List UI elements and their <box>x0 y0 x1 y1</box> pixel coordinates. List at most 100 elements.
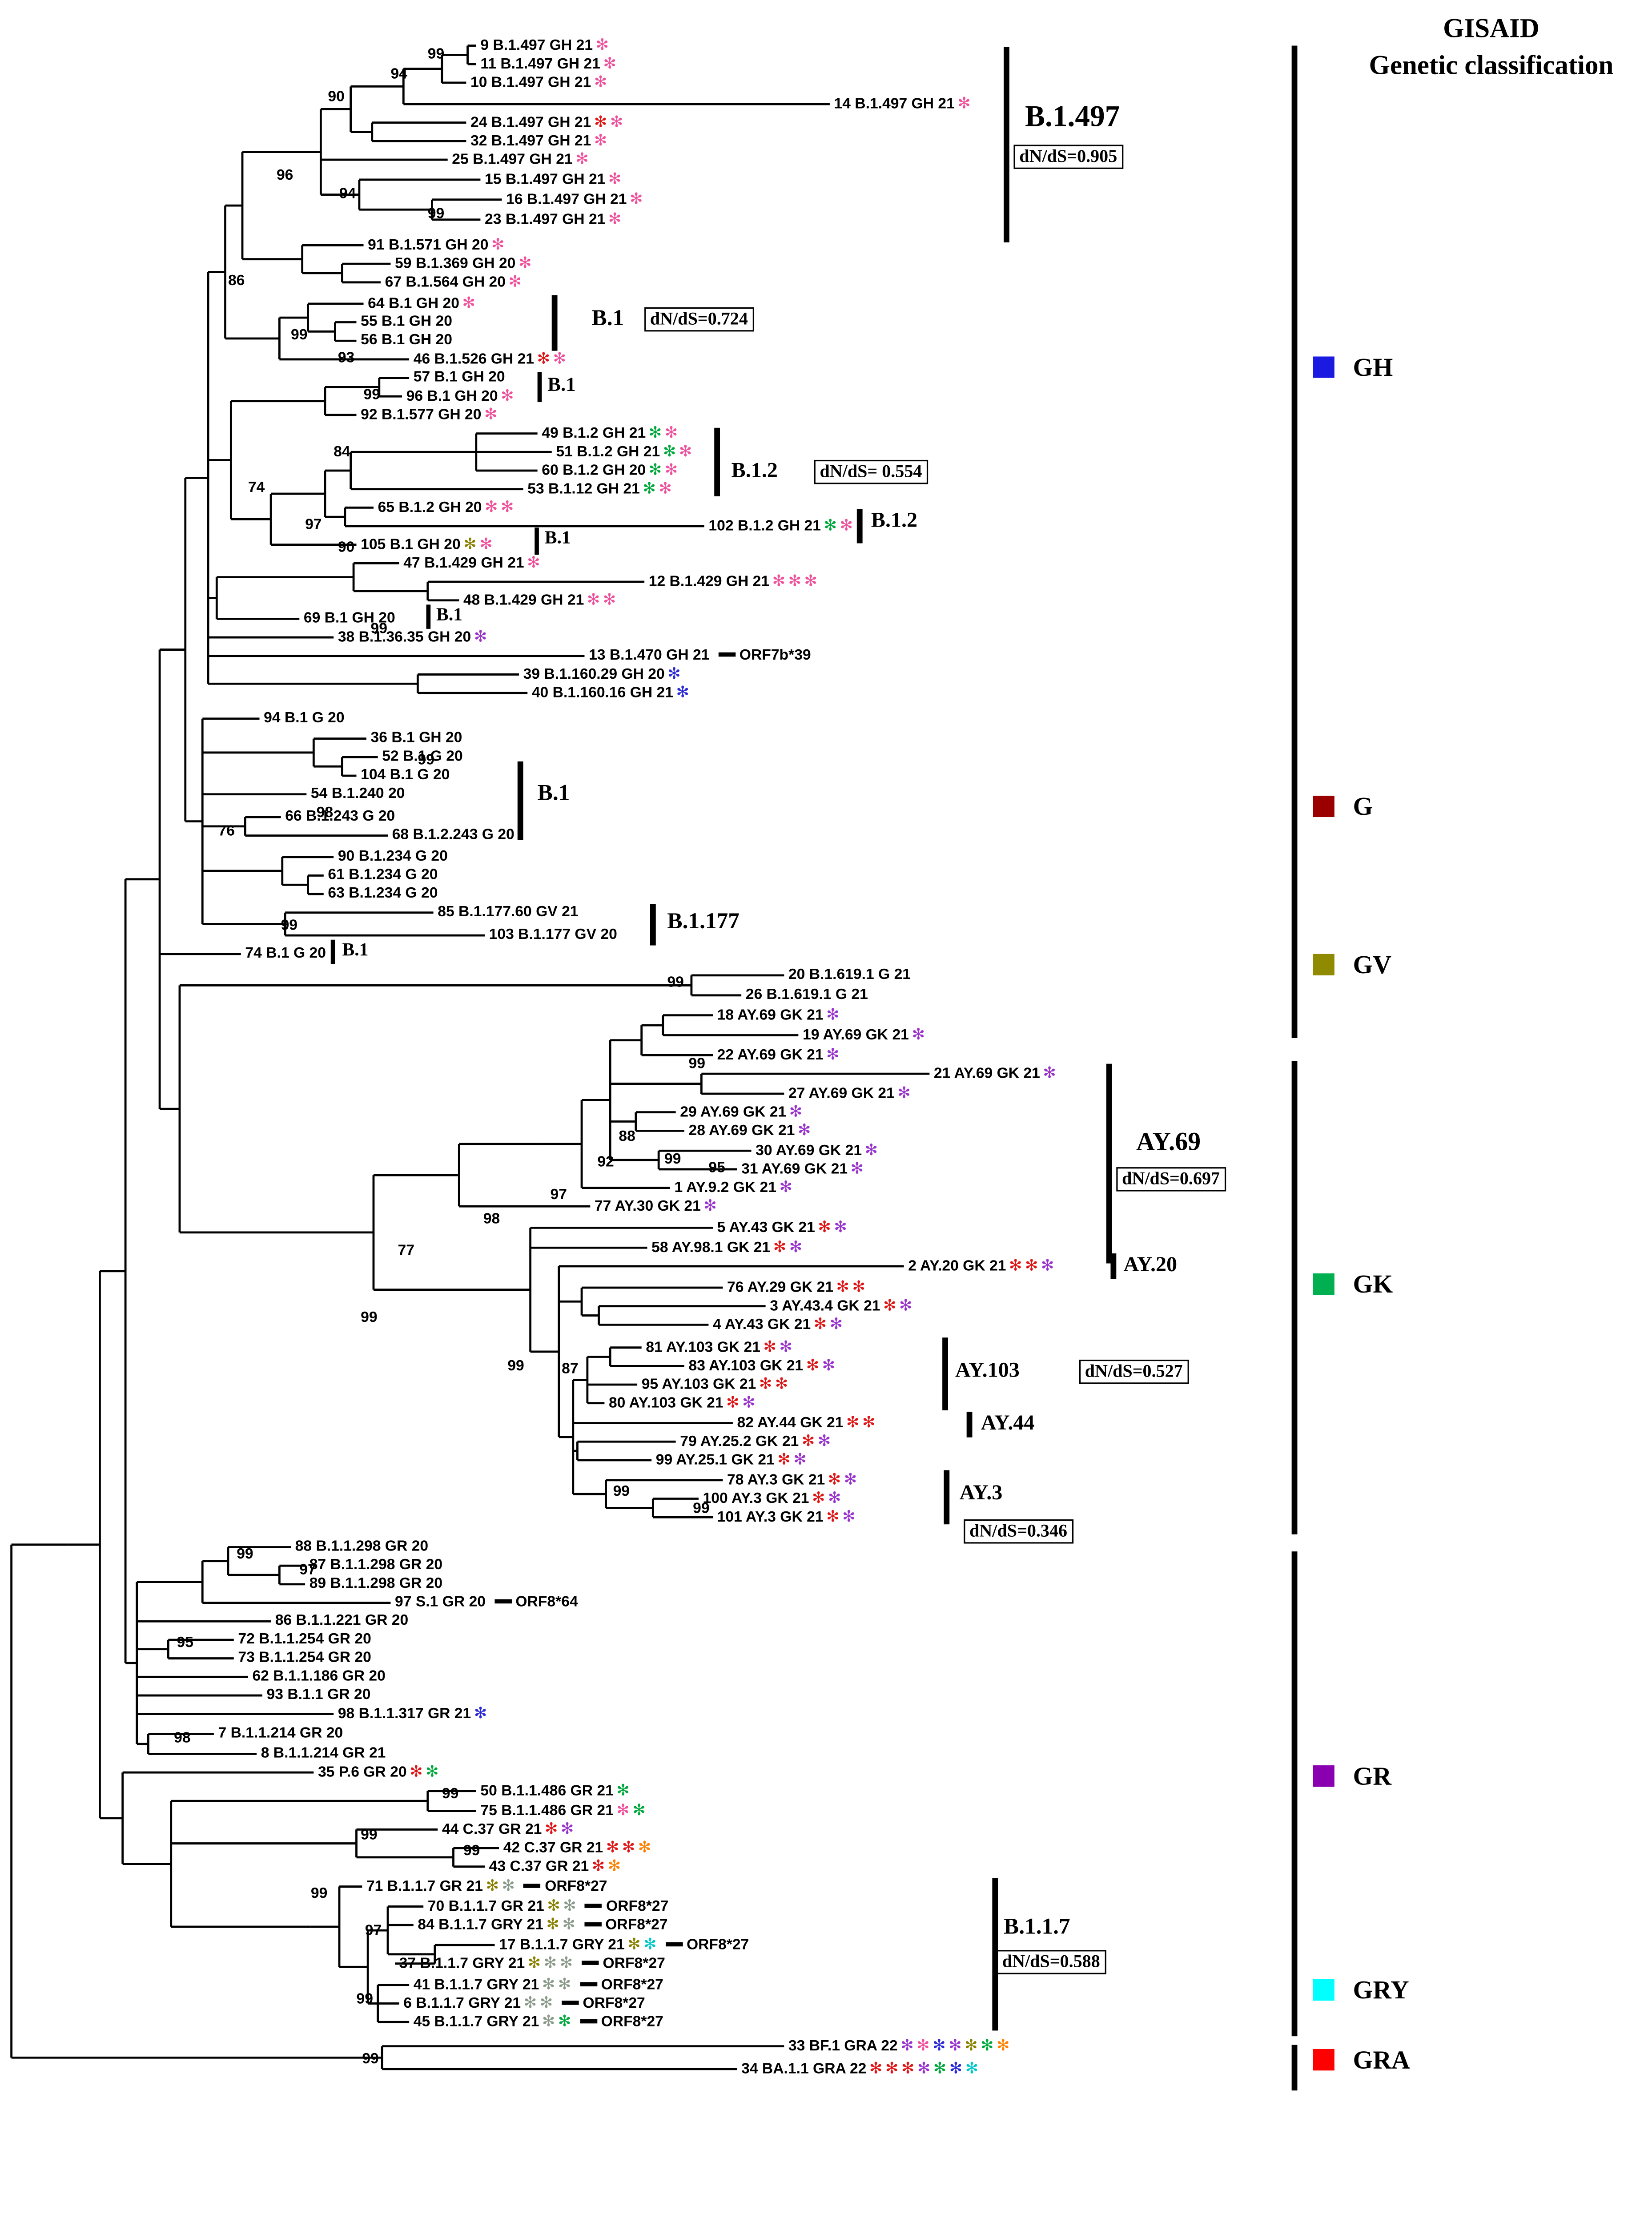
taxon-text: 87 B.1.1.298 GR 20 <box>309 1556 443 1574</box>
clade-label: B.1 <box>436 603 463 625</box>
clade-bar <box>330 939 335 964</box>
taxon-label: 104 B.1 G 20 <box>361 766 450 785</box>
orf-annotation: ORF8*27 <box>605 1916 668 1934</box>
mutation-asterisk-icon: ✻ <box>648 423 662 442</box>
mutation-asterisk-icon: ✻ <box>663 442 676 461</box>
bootstrap-value: 99 <box>463 1842 480 1860</box>
taxon-text: 3 AY.43.4 GK 21 <box>770 1297 880 1315</box>
bootstrap-value: 99 <box>310 1885 328 1902</box>
taxon-text: 25 B.1.497 GH 21 <box>452 151 573 169</box>
clade-bar <box>1004 47 1009 243</box>
branch-dash-icon <box>718 652 736 656</box>
gisaid-section-bar <box>1291 45 1297 1038</box>
taxon-label: 81 AY.103 GK 21 ✻ ✻ <box>646 1337 792 1357</box>
mutation-asterisk-icon: ✻ <box>826 1045 840 1064</box>
bootstrap-value: 87 <box>562 1360 579 1377</box>
mutation-asterisk-icon: ✻ <box>899 1296 912 1315</box>
taxon-label: 7 B.1.1.214 GR 20 <box>218 1725 343 1744</box>
taxon-label: 61 B.1.234 G 20 <box>328 866 438 885</box>
taxon-text: 46 B.1.526 GH 21 <box>413 350 535 368</box>
clade-label: B.1 <box>537 781 570 806</box>
mutation-asterisk-icon: ✻ <box>679 442 692 461</box>
bootstrap-value: 84 <box>334 443 350 461</box>
taxon-label: 6 B.1.1.7 GRY 21 ✻ ✻ ORF8*27 <box>403 1994 645 2014</box>
bootstrap-value: 99 <box>427 205 445 223</box>
taxon-text: 100 AY.3 GK 21 <box>703 1490 809 1507</box>
taxon-text: 31 AY.69 GK 21 <box>741 1160 848 1178</box>
branch-dash-icon <box>665 1942 683 1946</box>
taxon-label: 53 B.1.12 GH 21 ✻ ✻ <box>527 479 672 499</box>
mutation-asterisk-icon: ✻ <box>964 2036 978 2055</box>
taxon-text: 74 B.1 G 20 <box>245 944 326 962</box>
clade-bar <box>650 904 656 946</box>
gisaid-title-line1: GISAID <box>1443 14 1539 44</box>
bootstrap-value: 93 <box>338 349 355 366</box>
legend-swatch-gry <box>1313 1979 1334 2001</box>
mutation-asterisk-icon: ✻ <box>834 1217 847 1236</box>
taxon-text: 20 B.1.619.1 G 21 <box>788 966 911 983</box>
taxon-text: 105 B.1 GH 20 <box>361 536 461 553</box>
taxon-text: 11 B.1.497 GH 21 <box>480 56 600 73</box>
mutation-asterisk-icon: ✻ <box>900 2036 914 2055</box>
taxon-label: 29 AY.69 GK 21 ✻ <box>680 1102 802 1122</box>
taxon-text: 4 AY.43 GK 21 <box>713 1316 811 1333</box>
mutation-asterisk-icon: ✻ <box>759 1374 772 1393</box>
dnds-box: dN/dS=0.724 <box>644 307 754 332</box>
taxon-text: 30 AY.69 GK 21 <box>756 1142 862 1160</box>
taxon-label: 77 AY.30 GK 21 ✻ <box>595 1196 717 1216</box>
mutation-asterisk-icon: ✻ <box>763 1337 776 1356</box>
bootstrap-value: 99 <box>507 1357 524 1375</box>
mutation-asterisk-icon: ✻ <box>772 572 786 591</box>
branch-dash-icon <box>581 1960 599 1965</box>
mutation-asterisk-icon: ✻ <box>563 1896 576 1915</box>
mutation-asterisk-icon: ✻ <box>826 1507 840 1526</box>
mutation-asterisk-icon: ✻ <box>824 516 837 535</box>
mutation-asterisk-icon: ✻ <box>606 1838 619 1857</box>
taxon-text: 72 B.1.1.254 GR 20 <box>238 1631 371 1648</box>
taxon-label: 76 AY.29 GK 21 ✻ ✻ <box>727 1278 865 1298</box>
taxon-text: 77 AY.30 GK 21 <box>594 1198 701 1215</box>
mutation-asterisk-icon: ✻ <box>546 1915 559 1934</box>
taxon-label: 9 B.1.497 GH 21 ✻ <box>480 36 609 56</box>
mutation-asterisk-icon: ✻ <box>638 1838 651 1857</box>
dnds-box: dN/dS=0.588 <box>996 1950 1106 1974</box>
mutation-asterisk-icon: ✻ <box>608 209 622 228</box>
bootstrap-value: 92 <box>597 1153 614 1171</box>
taxon-label: 45 B.1.1.7 GRY 21 ✻ ✻ ORF8*27 <box>414 2012 663 2032</box>
taxon-text: 44 C.37 GR 21 <box>442 1821 542 1838</box>
mutation-asterisk-icon: ✻ <box>829 1314 843 1333</box>
taxon-label: 12 B.1.429 GH 21 ✻ ✻ ✻ <box>649 572 817 592</box>
taxon-text: 37 B.1.1.7 GRY 21 <box>399 1955 525 1972</box>
taxon-label: 101 AY.3 GK 21 ✻ ✻ <box>717 1507 856 1527</box>
bootstrap-value: 94 <box>339 185 356 203</box>
taxon-label: 23 B.1.497 GH 21 ✻ <box>485 209 621 230</box>
bootstrap-value: 99 <box>363 386 381 404</box>
mutation-asterisk-icon: ✻ <box>544 1819 558 1838</box>
mutation-asterisk-icon: ✻ <box>777 1450 791 1469</box>
mutation-asterisk-icon: ✻ <box>603 54 616 73</box>
mutation-asterisk-icon: ✻ <box>901 2059 915 2078</box>
branch-dash-icon <box>584 1922 601 1926</box>
bootstrap-value: 97 <box>305 516 322 534</box>
mutation-asterisk-icon: ✻ <box>812 1489 825 1507</box>
taxon-label: 59 B.1.369 GH 20 ✻ <box>395 254 531 274</box>
legend-label-g: G <box>1353 792 1373 821</box>
gisaid-section-bar <box>1291 1061 1297 1534</box>
taxon-text: 23 B.1.497 GH 21 <box>485 211 606 228</box>
taxon-label: 30 AY.69 GK 21 ✻ <box>756 1141 878 1161</box>
bootstrap-value: 99 <box>361 1309 378 1326</box>
bootstrap-value: 98 <box>483 1210 500 1228</box>
bootstrap-value: 97 <box>550 1186 567 1204</box>
taxon-text: 38 B.1.36.35 GH 20 <box>338 628 471 646</box>
taxon-label: 73 B.1.1.254 GR 20 <box>238 1649 371 1668</box>
taxon-label: 21 AY.69 GK 21 ✻ <box>934 1064 1056 1084</box>
mutation-asterisk-icon: ✻ <box>523 1993 537 2012</box>
taxon-text: 90 B.1.234 G 20 <box>338 847 448 865</box>
taxon-text: 99 AY.25.1 GK 21 <box>655 1451 775 1469</box>
mutation-asterisk-icon: ✻ <box>484 497 498 516</box>
taxon-text: 56 B.1 GH 20 <box>361 331 452 349</box>
taxon-text: 17 B.1.1.7 GRY 21 <box>499 1936 625 1954</box>
mutation-asterisk-icon: ✻ <box>933 2059 947 2078</box>
taxon-label: 78 AY.3 GK 21 ✻ ✻ <box>727 1470 857 1490</box>
taxon-text: 97 S.1 GR 20 <box>395 1593 486 1611</box>
